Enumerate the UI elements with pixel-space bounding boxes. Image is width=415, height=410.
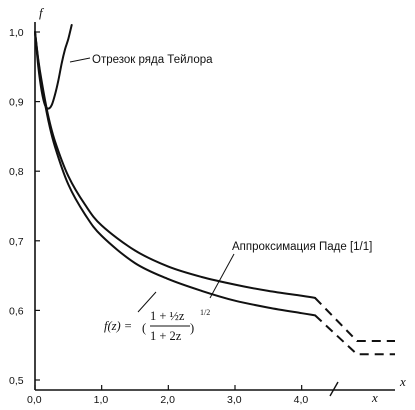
data-point-pade [301, 295, 303, 297]
data-point-taylor [64, 48, 66, 51]
data-point-pade [54, 140, 56, 142]
data-point-pade [47, 115, 49, 117]
x-axis-break-mark [329, 381, 339, 397]
data-point-taylor [57, 80, 59, 82]
data-point-exact [167, 278, 169, 280]
formula-paren-right: ) [190, 321, 194, 335]
taylor-leader-line [69, 57, 91, 63]
data-point-pade [167, 266, 169, 268]
y-tick-label: 0,9 [9, 97, 24, 109]
data-point-exact [67, 183, 69, 185]
pade-leader-line [209, 253, 235, 299]
series-line-exact [34, 31, 316, 317]
data-point-exact [54, 146, 56, 148]
x-tick-label: 4,0 [294, 394, 309, 406]
data-point-taylor [47, 108, 49, 110]
data-point-pade [101, 224, 103, 227]
formula-numerator: 1 + ½z [150, 309, 185, 323]
data-point-pade [67, 175, 69, 177]
data-point-pade [201, 276, 203, 278]
y-tick-label: 1,0 [9, 27, 24, 39]
data-point-pade [34, 31, 36, 33]
x-tick-label: 1,0 [94, 394, 109, 406]
ticks: 0,0 1,0 2,0 3,0 4,0 0,5 0,6 0,7 0,8 0,9 1,0 [9, 27, 308, 406]
asymptote-line-exact [314, 314, 395, 356]
asymptote-line-pade [314, 297, 395, 343]
x-axis-label: x [399, 374, 406, 389]
data-point-exact [201, 290, 203, 292]
data-point-exact [301, 312, 303, 314]
data-point-pade [234, 284, 236, 286]
data-point-taylor [67, 38, 69, 40]
data-point-taylor [71, 24, 73, 26]
y-tick-label: 0,6 [9, 305, 24, 317]
y-tick-label: 0,8 [9, 166, 24, 178]
data-point-pade [134, 249, 136, 252]
pade-annotation: Аппроксимация Паде [1/1] [232, 241, 372, 253]
formula-lhs: f(z) = [104, 319, 132, 333]
x-tick-label: 0,0 [27, 394, 42, 406]
series-line-taylor [34, 24, 73, 110]
data-point-exact [101, 235, 103, 237]
formula-exponent: 1/2 [200, 308, 210, 317]
x-axis-label-lower: x [371, 390, 378, 405]
curves [34, 24, 395, 356]
data-point-exact [267, 307, 269, 309]
data-point-exact [134, 262, 136, 264]
formula-denominator: 1 + 2z [150, 329, 182, 343]
x-tick-label: 2,0 [160, 394, 175, 406]
data-point-exact [84, 213, 86, 215]
data-point-taylor [54, 94, 56, 96]
data-point-pade [84, 204, 86, 206]
y-tick-label: 0,7 [9, 236, 24, 248]
data-point-taylor [61, 62, 63, 64]
y-axis-label: f [39, 5, 45, 20]
series-line-pade [34, 31, 316, 299]
formula-paren-left: ( [142, 321, 146, 335]
taylor-annotation: Отрезок ряда Тейлора [92, 54, 213, 66]
formula: f(z) = ( 1 + ½z 1 + 2z ) 1/2 [104, 308, 210, 343]
formula-leader-line [137, 291, 157, 313]
x-tick-label: 3,0 [227, 394, 242, 406]
y-tick-label: 0,5 [9, 375, 24, 387]
data-point-exact [234, 300, 236, 302]
data-point-taylor [51, 104, 53, 106]
data-point-pade [37, 59, 39, 61]
data-point-pade [41, 80, 43, 82]
data-point-pade [267, 290, 269, 292]
